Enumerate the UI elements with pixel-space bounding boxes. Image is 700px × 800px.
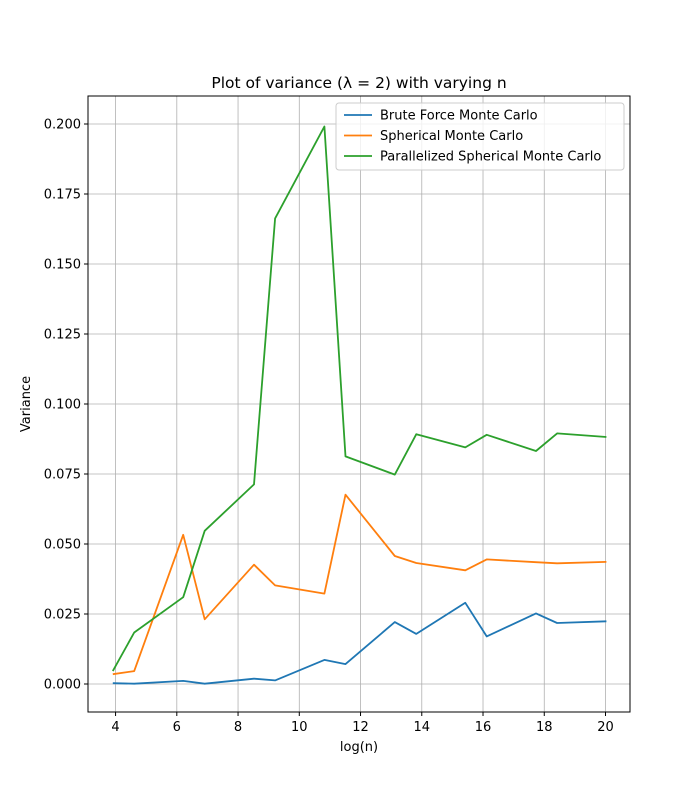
legend-box — [335, 102, 625, 171]
series-line-spherical-monte-carlo — [112, 493, 607, 676]
y-tick-label: 0.200 — [44, 118, 81, 133]
y-tick-label: 0.175 — [44, 188, 81, 203]
x-axis-label: log(n) — [340, 740, 378, 755]
y-tick-label: 0.100 — [44, 398, 81, 413]
x-tick-label: 4 — [111, 720, 119, 735]
y-tick-label: 0.075 — [44, 468, 81, 483]
x-tick-label: 18 — [536, 720, 553, 735]
y-axis-label: Variance — [19, 376, 34, 432]
x-tick-label: 10 — [291, 720, 308, 735]
y-tick-label: 0.125 — [44, 328, 81, 343]
series-line-parallelized-spherical-monte-carlo — [112, 125, 607, 672]
series-line-brute-force-monte-carlo — [112, 601, 607, 685]
y-axis-ticks: 0.000 0.025 0.050 0.075 0.100 0.125 0.150 0.175… — [44, 118, 88, 693]
x-tick-label: 20 — [597, 720, 614, 735]
x-tick-label: 8 — [234, 720, 242, 735]
x-tick-label: 14 — [414, 720, 431, 735]
y-tick-label: 0.025 — [44, 608, 81, 623]
x-axis-ticks: 4 6 8 10 12 14 16 18 20 — [111, 712, 614, 735]
x-tick-label: 16 — [475, 720, 492, 735]
y-tick-label: 0.000 — [44, 678, 81, 693]
y-tick-label: 0.050 — [44, 538, 81, 553]
x-tick-label: 12 — [352, 720, 369, 735]
legend: Brute Force Monte Carlo Spherical Monte C… — [335, 102, 625, 171]
series-lines — [112, 125, 607, 685]
x-tick-label: 6 — [173, 720, 181, 735]
y-tick-label: 0.150 — [44, 258, 81, 273]
legend-label: Parallelized Spherical Monte Carlo — [380, 150, 601, 165]
chart-title: Plot of variance (λ = 2) with varying n — [211, 74, 506, 92]
legend-label: Brute Force Monte Carlo — [380, 109, 538, 124]
legend-label: Spherical Monte Carlo — [380, 129, 523, 144]
